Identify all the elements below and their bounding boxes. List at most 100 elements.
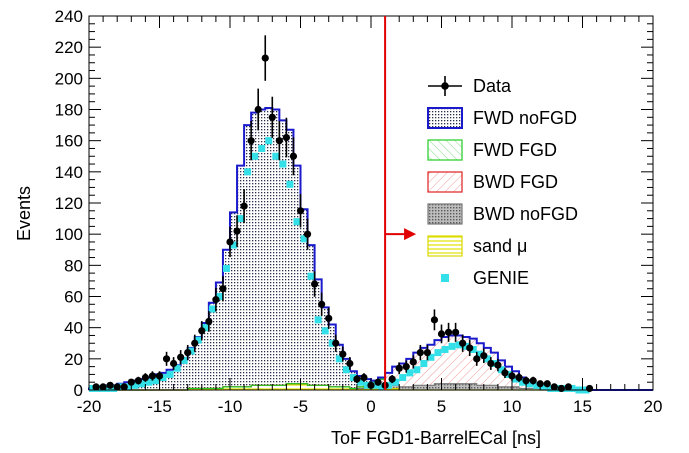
histogram-bar [321,385,329,390]
histogram-bar [208,388,216,390]
histogram-bar [265,107,273,386]
genie-marker [497,366,505,374]
x-tick-label: -5 [293,397,308,416]
histogram-bar [187,347,195,389]
histogram-bar [349,388,357,390]
legend-label: FWD noFGD [473,108,577,128]
histogram-bar [258,385,266,390]
data-point [296,207,305,215]
histogram-bar [406,386,414,390]
histogram-bar [434,383,442,390]
data-point [311,280,319,288]
data-point [106,381,114,389]
data-point [515,373,523,382]
genie-marker [519,378,527,386]
histogram-bar [244,386,252,390]
histogram-bar [363,388,371,390]
data-point [275,137,283,145]
genie-marker [342,366,350,374]
data-point [155,372,164,380]
genie-marker [547,384,555,392]
data-point [487,359,495,368]
genie-marker [89,384,97,392]
histogram-bar [441,337,449,384]
data-point [318,300,326,308]
data-point [494,361,502,369]
y-tick-label: 240 [55,7,83,26]
histogram-bar [300,209,308,384]
genie-marker [208,305,216,313]
histogram-bar [201,388,209,390]
x-axis-title: ToF FGD1-BarrelECal [ns] [331,428,541,448]
histogram-bar [314,279,322,386]
data-point [332,339,340,347]
data-point [444,328,453,336]
legend-label: Data [473,76,512,96]
histogram-bar [483,385,491,390]
legend-label: BWD FGD [473,172,558,192]
genie-marker [159,374,167,382]
legend-label: FWD FGD [473,140,557,160]
data-point [452,328,460,336]
histogram-bar [462,337,470,384]
genie-marker [286,180,294,188]
histogram-bar [272,109,280,386]
histogram-bar [300,383,308,390]
legend-label: GENIE [473,268,529,288]
genie-marker [180,356,188,364]
data-point [437,330,446,338]
histogram-bar [166,369,174,390]
data-point [261,54,269,62]
histogram-bar [342,386,350,390]
genie-marker [314,316,322,324]
histogram-bar [272,385,280,390]
legend-swatch [427,171,463,193]
genie-marker [349,374,357,382]
histogram-bar [286,383,294,390]
legend-swatch [427,235,463,257]
histogram-bar [519,388,527,390]
x-tick-label: 15 [573,397,592,416]
genie-marker [152,377,160,385]
genie-marker [392,378,400,386]
histogram-bar [321,307,329,386]
histogram-bar [462,383,470,390]
genie-marker [406,369,414,377]
data-point [141,373,149,382]
histogram-bar [307,245,315,386]
data-point [177,353,185,361]
histogram-bar [215,282,223,389]
x-tick-label: 10 [503,397,522,416]
histogram-bar [427,385,435,390]
histogram-bar [335,386,343,390]
data-point [388,375,396,383]
histogram-bar [385,388,393,390]
histogram-bar [434,340,442,384]
genie-marker [455,341,463,349]
data-point [423,349,431,357]
histogram-bar [251,385,259,390]
y-tick-label: 60 [64,288,83,307]
histogram-bar [244,125,252,387]
genie-marker [526,380,534,388]
data-point [134,377,142,385]
genie-marker [356,378,364,386]
histogram-bar [180,358,188,390]
data-point [205,317,213,326]
histogram-bar [314,385,322,390]
data-point [226,238,234,246]
histogram-bar [279,385,287,390]
legend-label: BWD noFGD [473,204,578,224]
histogram-bar [279,120,287,386]
data-point [325,314,333,322]
histogram-bar [194,337,202,389]
genie-marker [462,342,470,350]
histogram-bar [173,365,181,390]
genie-marker [265,137,273,145]
histogram-bar [335,344,343,387]
histogram-bar [307,385,315,390]
data-point [585,384,594,393]
data-point [346,359,354,368]
genie-marker [307,272,315,280]
data-point [233,227,241,235]
